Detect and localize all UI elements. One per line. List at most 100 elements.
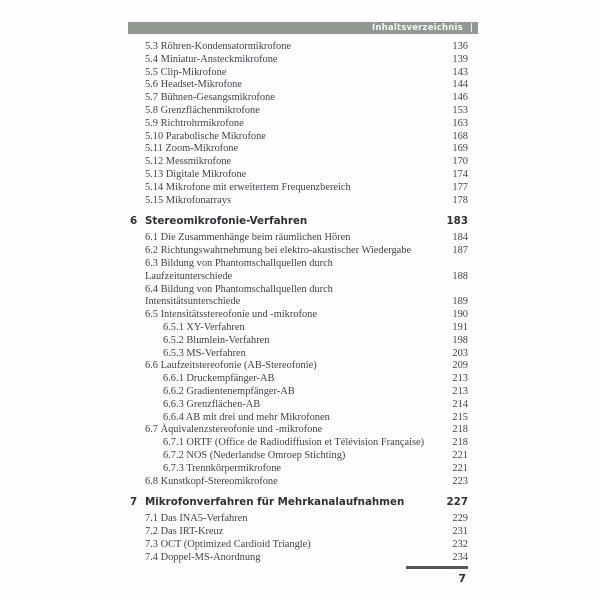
toc-entry-page: 177 — [452, 181, 468, 193]
toc-chapter-title: Mikrofonverfahren für Mehrkanalaufnahmen — [145, 495, 405, 508]
toc-entry-label: 5.3 Röhren-Kondensatormikrofone — [145, 41, 292, 52]
toc-entry-page: 169 — [452, 143, 468, 155]
toc-chapter-page: 227 — [446, 495, 469, 508]
toc-entry-label: 6.6.4 AB mit drei und mehr Mikrofonen — [163, 411, 330, 423]
toc-entry-label: 6.8 Kunstkopf-Stereomikrofone — [145, 475, 278, 487]
toc-entry-label: 6.4 Bildung von Phantomschallquellen dur… — [145, 283, 333, 295]
toc-entry-label: 6.7.3 Trennkörpermikrofone — [163, 462, 282, 474]
toc-entry-page: 146 — [452, 92, 468, 104]
toc-entry: 6.7.2 NOS (Nederlandse Omroep Stichting)… — [128, 450, 468, 463]
toc-entry-label: 6.5 Intensitätsstereofonie und -mikrofon… — [145, 309, 317, 321]
toc-entry-page: 178 — [452, 194, 468, 206]
toc-entry-label: 6.6 Laufzeitstereofonie (AB-Stereofonie) — [145, 360, 317, 372]
toc-entry: 6.6.3 Grenzflächen-AB 214 — [128, 399, 468, 412]
toc-entry-label: 5.10 Parabolische Mikrofone — [145, 130, 266, 142]
toc-entry-page: 174 — [452, 168, 468, 180]
toc-entry-page: 218 — [452, 437, 468, 449]
toc-entry: 5.3 Röhren-Kondensatormikrofone 136 — [128, 41, 468, 54]
toc-entry-page: 139 — [452, 53, 468, 65]
toc-entry-page: 198 — [452, 334, 468, 346]
toc-entry-label: 6.7 Äquivalenzstereofonie und -mikrofone — [145, 424, 323, 436]
toc-entry-page: 232 — [452, 538, 468, 550]
toc-entry-page: 168 — [452, 130, 468, 142]
toc-entry: 6.5.1 XY-Verfahren 191 — [128, 322, 468, 335]
page-number: 7 — [458, 571, 466, 585]
toc-entry: 5.13 Digitale Mikrofone 174 — [128, 169, 468, 182]
toc-entry: 6.7.3 Trennkörpermikrofone 221 — [128, 463, 468, 476]
toc-entry-label: 5.12 Messmikrofone — [145, 156, 232, 168]
toc-entry: 5.14 Mikrofone mit erweitertem Frequenzb… — [128, 182, 468, 195]
toc-rows: 5.3 Röhren-Kondensatormikrofone 136 5.4 … — [128, 41, 468, 564]
toc-entry-page: 191 — [452, 321, 468, 333]
toc-entry-label: 7.3 OCT (Optimized Cardioid Triangle) — [145, 538, 311, 550]
chapter-tab-mark: | — [469, 22, 473, 33]
toc-entry-page: 221 — [452, 449, 468, 461]
toc-entry-page: 136 — [452, 41, 468, 52]
toc-entry: Intensitätsunterschiede 189 — [128, 296, 468, 309]
toc-entry: 6.6.1 Druckempfänger-AB 213 — [128, 373, 468, 386]
toc-entry-page: 234 — [452, 551, 468, 563]
toc-entry: 6.7 Äquivalenzstereofonie und -mikrofone… — [128, 424, 468, 437]
toc-entry-label: Laufzeitunterschiede — [145, 270, 233, 282]
page-footer: 7 — [406, 566, 468, 585]
toc-entry: 5.8 Grenzflächenmikrofone 153 — [128, 105, 468, 118]
toc-entry-page: 213 — [452, 373, 468, 385]
toc-entry-label: 6.7.1 ORTF (Office de Radiodiffusion et … — [163, 437, 425, 449]
toc-entry-label: 7.2 Das IRT-Kreuz — [145, 526, 224, 538]
toc-entry-label: 5.11 Zoom-Mikrofone — [145, 143, 239, 155]
toc-entry-label: 6.2 Richtungswahrnehmung bei elektro-aku… — [145, 245, 412, 257]
toc-entry-label: 5.9 Richtrohrmikrofone — [145, 117, 244, 129]
toc-entry-page: 221 — [452, 462, 468, 474]
toc-entry-page: 229 — [452, 513, 468, 525]
toc-chapter-heading: 7 Mikrofonverfahren für Mehrkanalaufnahm… — [128, 495, 468, 509]
toc-entry-page: 163 — [452, 117, 468, 129]
toc-entry-label: 5.8 Grenzflächenmikrofone — [145, 104, 260, 116]
toc-entry-page: 184 — [452, 232, 468, 244]
toc-entry-label: 6.6.2 Gradientenempfänger-AB — [163, 385, 295, 397]
toc-entry-label: Intensitätsunterschiede — [145, 296, 241, 308]
toc-entry: 5.12 Messmikrofone 170 — [128, 156, 468, 169]
toc-entry: 6.2 Richtungswahrnehmung bei elektro-aku… — [128, 245, 468, 258]
toc-entry-label: 6.6.1 Druckempfänger-AB — [163, 373, 275, 385]
toc-entry-label: 7.1 Das INA5-Verfahren — [145, 513, 248, 525]
toc-entry: 5.6 Headset-Mikrofone 144 — [128, 79, 468, 92]
toc-entry: 5.5 Clip-Mikrofone 143 — [128, 67, 468, 80]
toc-entry: 6.1 Die Zusammenhänge beim räumlichen Hö… — [128, 232, 468, 245]
toc-entry-label: 5.15 Mikrofonarrays — [145, 194, 231, 206]
toc-entry-label: 7.4 Doppel-MS-Anordnung — [145, 551, 261, 563]
toc-entry-page: 187 — [452, 245, 468, 257]
toc-entry-page: 203 — [452, 347, 468, 359]
toc-entry-label: 6.7.2 NOS (Nederlandse Omroep Stichting) — [163, 449, 346, 461]
header-title: Inhaltsverzeichnis — [372, 22, 463, 33]
toc-entry-page: 189 — [452, 296, 468, 308]
toc-entry-label: 5.13 Digitale Mikrofone — [145, 168, 247, 180]
toc-entry: 5.7 Bühnen-Gesangsmikrofone 146 — [128, 92, 468, 105]
footer-rule — [406, 566, 468, 569]
toc-entry: Laufzeitunterschiede 188 — [128, 271, 468, 284]
toc-entry-page: 213 — [452, 385, 468, 397]
toc-entry-page: 218 — [452, 424, 468, 436]
toc-chapter-heading: 6 Stereomikrofonie-Verfahren 183 — [128, 214, 468, 228]
toc-chapter-page: 183 — [446, 214, 469, 227]
toc-entry-page: 214 — [452, 398, 468, 410]
toc-entry-page: 231 — [452, 526, 468, 538]
toc-entry: 6.5.2 Blumlein-Verfahren 198 — [128, 335, 468, 348]
toc-entry-label: 6.5.3 MS-Verfahren — [163, 347, 246, 359]
toc-entry-page: 190 — [452, 309, 468, 321]
toc-entry: 5.11 Zoom-Mikrofone 169 — [128, 143, 468, 156]
toc-entry: 6.3 Bildung von Phantomschallquellen dur… — [128, 258, 468, 271]
toc-entry: 5.10 Parabolische Mikrofone 168 — [128, 131, 468, 144]
toc-entry: 5.9 Richtrohrmikrofone 163 — [128, 118, 468, 131]
toc-chapter-title: Stereomikrofonie-Verfahren — [145, 214, 308, 227]
toc-entry: 6.5 Intensitätsstereofonie und -mikrofon… — [128, 309, 468, 322]
toc-entry-page: 144 — [452, 79, 468, 91]
toc-entry-page: 209 — [452, 360, 468, 372]
toc-entry-page: 215 — [452, 411, 468, 423]
toc-entry: 7.1 Das INA5-Verfahren 229 — [128, 513, 468, 526]
toc-chapter-number: 7 — [130, 495, 138, 508]
toc-entry-label: 6.6.3 Grenzflächen-AB — [163, 398, 261, 410]
toc-entry-page: 143 — [452, 66, 468, 78]
toc-entry-page: 170 — [452, 156, 468, 168]
toc-entry: 6.6 Laufzeitstereofonie (AB-Stereofonie)… — [128, 360, 468, 373]
